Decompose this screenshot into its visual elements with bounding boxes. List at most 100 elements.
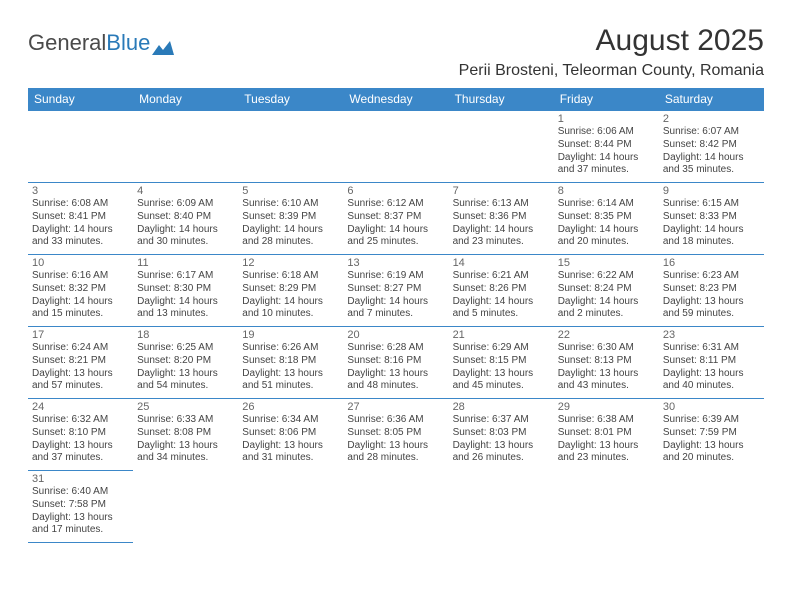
calendar-table: Sunday Monday Tuesday Wednesday Thursday…: [28, 88, 764, 543]
day-number: 9: [663, 185, 760, 197]
calendar-week-row: 3Sunrise: 6:08 AMSunset: 8:41 PMDaylight…: [28, 183, 764, 255]
daylight-text: Daylight: 14 hours and 35 minutes.: [663, 152, 760, 178]
daylight-text: Daylight: 13 hours and 59 minutes.: [663, 296, 760, 322]
daylight-text: Daylight: 14 hours and 7 minutes.: [347, 296, 444, 322]
sunrise-text: Sunrise: 6:30 AM: [558, 342, 655, 355]
day-number: 29: [558, 401, 655, 413]
sunset-text: Sunset: 8:10 PM: [32, 427, 129, 440]
daylight-text: Daylight: 13 hours and 26 minutes.: [453, 440, 550, 466]
daylight-text: Daylight: 13 hours and 48 minutes.: [347, 368, 444, 394]
day-number: 7: [453, 185, 550, 197]
calendar-day-cell: 23Sunrise: 6:31 AMSunset: 8:11 PMDayligh…: [659, 327, 764, 399]
sunset-text: Sunset: 8:03 PM: [453, 427, 550, 440]
daylight-text: Daylight: 13 hours and 23 minutes.: [558, 440, 655, 466]
day-info: Sunrise: 6:38 AMSunset: 8:01 PMDaylight:…: [558, 414, 655, 465]
calendar-day-cell: [343, 111, 448, 183]
sunset-text: Sunset: 8:01 PM: [558, 427, 655, 440]
day-number: 27: [347, 401, 444, 413]
sunrise-text: Sunrise: 6:17 AM: [137, 270, 234, 283]
location: Perii Brosteni, Teleorman County, Romani…: [459, 62, 764, 80]
day-info: Sunrise: 6:06 AMSunset: 8:44 PMDaylight:…: [558, 126, 655, 177]
sunrise-text: Sunrise: 6:06 AM: [558, 126, 655, 139]
logo-mark-icon: [152, 35, 174, 51]
day-info: Sunrise: 6:31 AMSunset: 8:11 PMDaylight:…: [663, 342, 760, 393]
weekday-header: Saturday: [659, 88, 764, 111]
calendar-day-cell: 11Sunrise: 6:17 AMSunset: 8:30 PMDayligh…: [133, 255, 238, 327]
calendar-day-cell: [449, 471, 554, 543]
calendar-day-cell: 5Sunrise: 6:10 AMSunset: 8:39 PMDaylight…: [238, 183, 343, 255]
daylight-text: Daylight: 13 hours and 31 minutes.: [242, 440, 339, 466]
day-info: Sunrise: 6:26 AMSunset: 8:18 PMDaylight:…: [242, 342, 339, 393]
calendar-day-cell: 24Sunrise: 6:32 AMSunset: 8:10 PMDayligh…: [28, 399, 133, 471]
weekday-header: Sunday: [28, 88, 133, 111]
day-number: 3: [32, 185, 129, 197]
sunset-text: Sunset: 8:33 PM: [663, 211, 760, 224]
day-info: Sunrise: 6:09 AMSunset: 8:40 PMDaylight:…: [137, 198, 234, 249]
sunrise-text: Sunrise: 6:38 AM: [558, 414, 655, 427]
calendar-day-cell: 25Sunrise: 6:33 AMSunset: 8:08 PMDayligh…: [133, 399, 238, 471]
day-number: 31: [32, 473, 129, 485]
calendar-day-cell: 27Sunrise: 6:36 AMSunset: 8:05 PMDayligh…: [343, 399, 448, 471]
day-info: Sunrise: 6:39 AMSunset: 7:59 PMDaylight:…: [663, 414, 760, 465]
day-info: Sunrise: 6:07 AMSunset: 8:42 PMDaylight:…: [663, 126, 760, 177]
day-info: Sunrise: 6:32 AMSunset: 8:10 PMDaylight:…: [32, 414, 129, 465]
weekday-header: Thursday: [449, 88, 554, 111]
calendar-day-cell: 26Sunrise: 6:34 AMSunset: 8:06 PMDayligh…: [238, 399, 343, 471]
day-info: Sunrise: 6:37 AMSunset: 8:03 PMDaylight:…: [453, 414, 550, 465]
calendar-day-cell: 1Sunrise: 6:06 AMSunset: 8:44 PMDaylight…: [554, 111, 659, 183]
daylight-text: Daylight: 14 hours and 5 minutes.: [453, 296, 550, 322]
daylight-text: Daylight: 14 hours and 33 minutes.: [32, 224, 129, 250]
sunrise-text: Sunrise: 6:33 AM: [137, 414, 234, 427]
daylight-text: Daylight: 14 hours and 23 minutes.: [453, 224, 550, 250]
day-info: Sunrise: 6:24 AMSunset: 8:21 PMDaylight:…: [32, 342, 129, 393]
day-info: Sunrise: 6:28 AMSunset: 8:16 PMDaylight:…: [347, 342, 444, 393]
sunset-text: Sunset: 8:37 PM: [347, 211, 444, 224]
calendar-week-row: 1Sunrise: 6:06 AMSunset: 8:44 PMDaylight…: [28, 111, 764, 183]
daylight-text: Daylight: 13 hours and 37 minutes.: [32, 440, 129, 466]
day-info: Sunrise: 6:22 AMSunset: 8:24 PMDaylight:…: [558, 270, 655, 321]
sunrise-text: Sunrise: 6:15 AM: [663, 198, 760, 211]
day-info: Sunrise: 6:18 AMSunset: 8:29 PMDaylight:…: [242, 270, 339, 321]
day-info: Sunrise: 6:36 AMSunset: 8:05 PMDaylight:…: [347, 414, 444, 465]
sunset-text: Sunset: 7:59 PM: [663, 427, 760, 440]
day-number: 30: [663, 401, 760, 413]
calendar-day-cell: 7Sunrise: 6:13 AMSunset: 8:36 PMDaylight…: [449, 183, 554, 255]
sunset-text: Sunset: 8:26 PM: [453, 283, 550, 296]
day-number: 5: [242, 185, 339, 197]
calendar-day-cell: [449, 111, 554, 183]
day-number: 18: [137, 329, 234, 341]
header: GeneralBlue August 2025 Perii Brosteni, …: [28, 24, 764, 80]
day-number: 23: [663, 329, 760, 341]
daylight-text: Daylight: 14 hours and 37 minutes.: [558, 152, 655, 178]
sunrise-text: Sunrise: 6:26 AM: [242, 342, 339, 355]
sunrise-text: Sunrise: 6:07 AM: [663, 126, 760, 139]
calendar-day-cell: 15Sunrise: 6:22 AMSunset: 8:24 PMDayligh…: [554, 255, 659, 327]
sunset-text: Sunset: 8:29 PM: [242, 283, 339, 296]
sunrise-text: Sunrise: 6:28 AM: [347, 342, 444, 355]
sunset-text: Sunset: 8:16 PM: [347, 355, 444, 368]
calendar-day-cell: 21Sunrise: 6:29 AMSunset: 8:15 PMDayligh…: [449, 327, 554, 399]
day-number: 12: [242, 257, 339, 269]
sunset-text: Sunset: 7:58 PM: [32, 499, 129, 512]
daylight-text: Daylight: 13 hours and 40 minutes.: [663, 368, 760, 394]
sunrise-text: Sunrise: 6:29 AM: [453, 342, 550, 355]
day-info: Sunrise: 6:30 AMSunset: 8:13 PMDaylight:…: [558, 342, 655, 393]
calendar-day-cell: [238, 111, 343, 183]
day-number: 10: [32, 257, 129, 269]
calendar-day-cell: 6Sunrise: 6:12 AMSunset: 8:37 PMDaylight…: [343, 183, 448, 255]
calendar-day-cell: [554, 471, 659, 543]
day-info: Sunrise: 6:33 AMSunset: 8:08 PMDaylight:…: [137, 414, 234, 465]
day-info: Sunrise: 6:40 AMSunset: 7:58 PMDaylight:…: [32, 486, 129, 537]
day-info: Sunrise: 6:16 AMSunset: 8:32 PMDaylight:…: [32, 270, 129, 321]
day-info: Sunrise: 6:08 AMSunset: 8:41 PMDaylight:…: [32, 198, 129, 249]
day-number: 25: [137, 401, 234, 413]
calendar-day-cell: 30Sunrise: 6:39 AMSunset: 7:59 PMDayligh…: [659, 399, 764, 471]
day-number: 6: [347, 185, 444, 197]
calendar-week-row: 24Sunrise: 6:32 AMSunset: 8:10 PMDayligh…: [28, 399, 764, 471]
calendar-day-cell: [28, 111, 133, 183]
calendar-day-cell: 10Sunrise: 6:16 AMSunset: 8:32 PMDayligh…: [28, 255, 133, 327]
calendar-day-cell: 18Sunrise: 6:25 AMSunset: 8:20 PMDayligh…: [133, 327, 238, 399]
day-info: Sunrise: 6:19 AMSunset: 8:27 PMDaylight:…: [347, 270, 444, 321]
day-number: 15: [558, 257, 655, 269]
daylight-text: Daylight: 14 hours and 15 minutes.: [32, 296, 129, 322]
